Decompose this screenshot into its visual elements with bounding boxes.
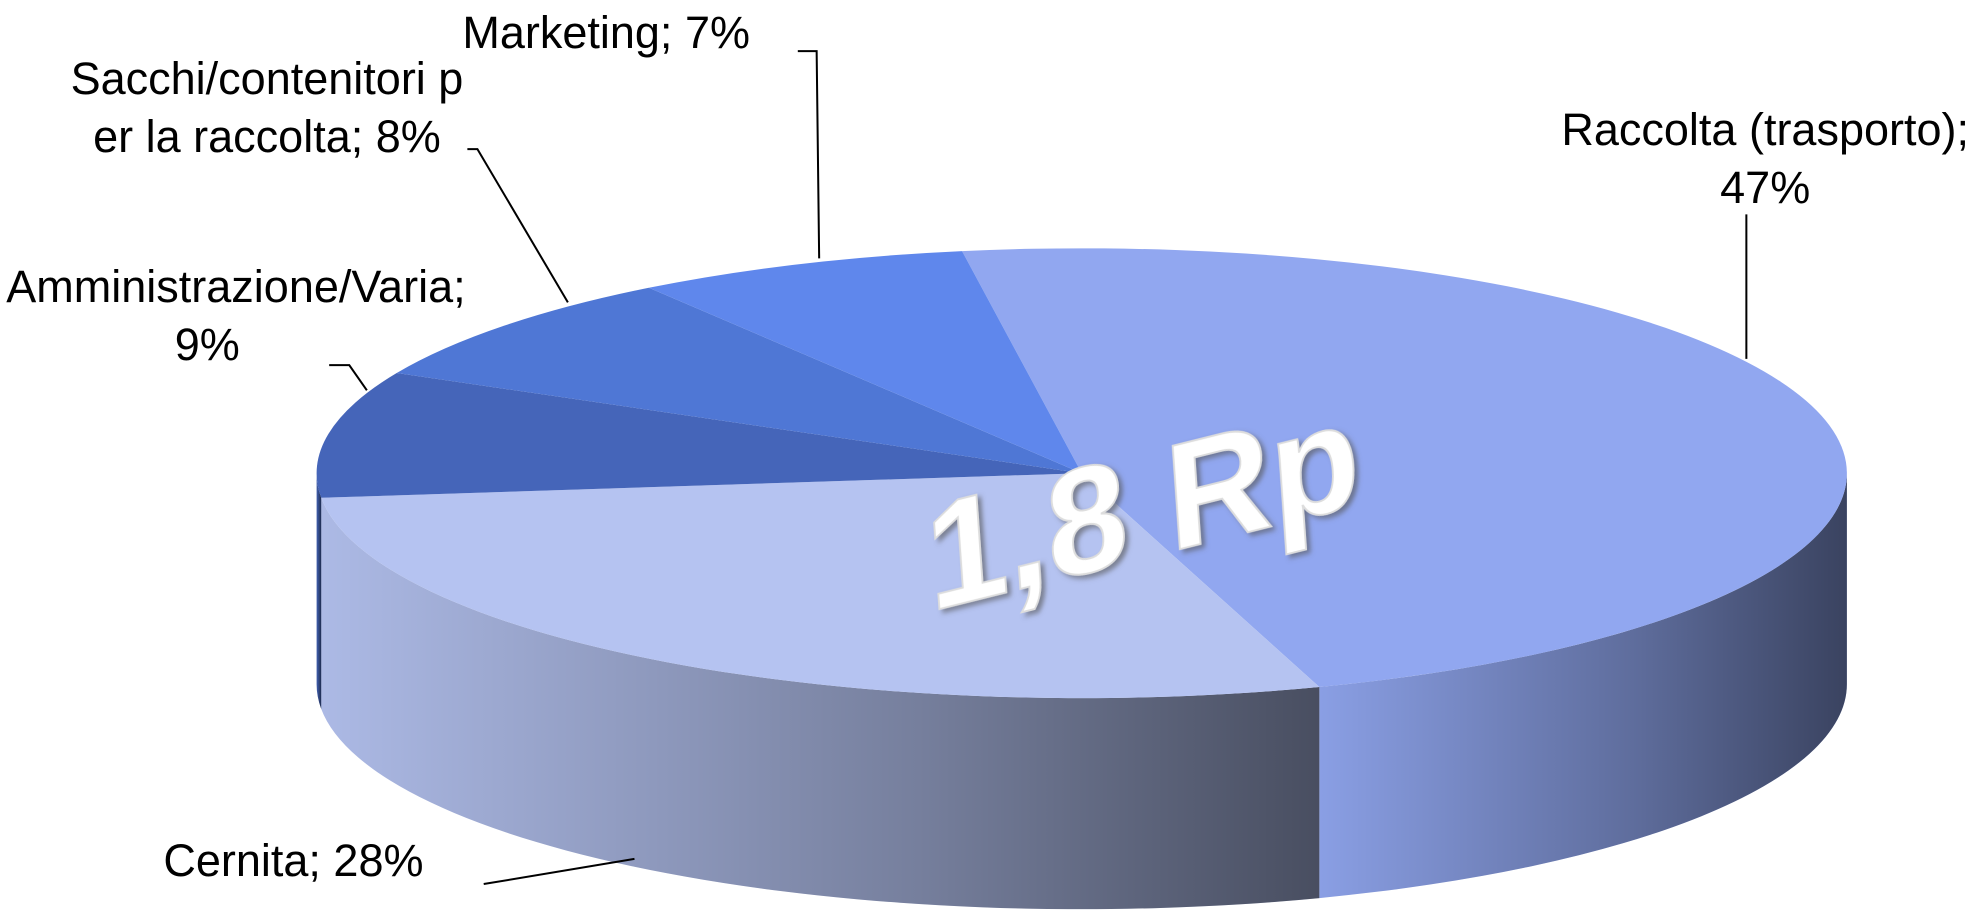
data-label: Marketing; 7%	[462, 4, 814, 62]
label-separator: ;	[350, 111, 376, 163]
data-label: Amministrazione/Varia; 9%	[6, 258, 465, 374]
label-name: Cernita	[163, 834, 309, 886]
label-value: 9%	[174, 318, 240, 370]
slice	[962, 248, 1847, 687]
slice	[396, 287, 1082, 474]
label-name: Sacchi/contenitori per la raccolta	[70, 53, 464, 163]
label-value: 7%	[684, 6, 750, 58]
slice-side-shade	[316, 473, 322, 709]
label-separator: ;	[659, 6, 685, 58]
data-label: Cernita; 28%	[163, 832, 515, 890]
slice	[321, 473, 1320, 699]
label-value: 47%	[1720, 161, 1811, 213]
label-value: 8%	[375, 111, 441, 163]
slice	[316, 373, 1082, 498]
leader-line	[797, 50, 821, 259]
label-value: 28%	[333, 834, 424, 886]
slice-side-shade	[1319, 473, 1847, 899]
slice-side-shade	[321, 497, 1320, 910]
data-label: Sacchi/contenitori per la raccolta; 8%	[69, 50, 465, 166]
leader-line	[467, 148, 569, 303]
label-name: Amministrazione/Varia	[6, 260, 454, 312]
leader-line	[329, 364, 368, 391]
label-separator: ;	[308, 834, 334, 886]
label-name: Marketing	[462, 6, 660, 58]
label-separator: ;	[1956, 103, 1970, 155]
data-label: Raccolta (trasporto); 47%	[1552, 101, 1970, 217]
label-separator: ;	[453, 260, 479, 312]
slice	[648, 251, 1082, 474]
leader-line	[483, 857, 635, 886]
label-name: Raccolta (trasporto)	[1561, 103, 1957, 155]
